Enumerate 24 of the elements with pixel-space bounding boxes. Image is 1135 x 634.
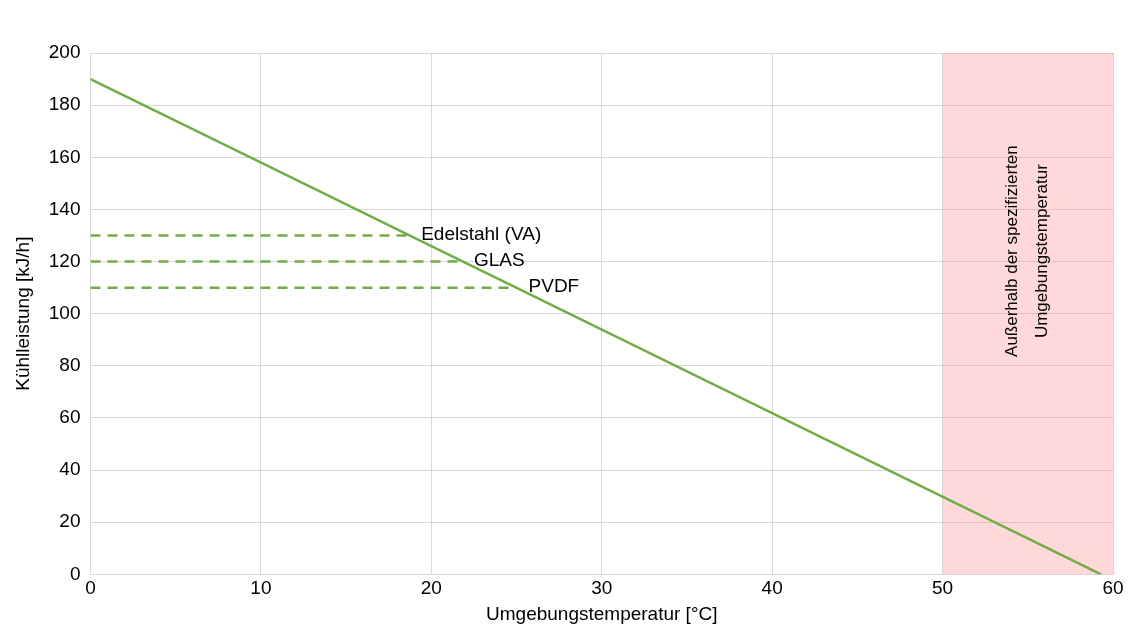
x-tick-label: 20 bbox=[420, 577, 442, 599]
x-tick-label: 50 bbox=[932, 577, 954, 599]
y-tick-label: 40 bbox=[59, 458, 81, 480]
y-tick-label: 80 bbox=[59, 354, 81, 376]
band-label: Außerhalb der spezifizierten Umgebungstemperatur bbox=[1002, 145, 1052, 357]
x-tick-label: 60 bbox=[1102, 577, 1124, 599]
y-tick-label: 180 bbox=[48, 93, 81, 115]
series-label: PVDF bbox=[528, 275, 580, 297]
x-axis-title: Umgebungstemperatur [°C] bbox=[486, 602, 718, 624]
y-tick-label: 140 bbox=[48, 197, 81, 219]
y-tick-label: 160 bbox=[48, 145, 81, 167]
y-axis-title: Kühlleistung [kJ/h] bbox=[11, 236, 33, 391]
y-tick-label: 60 bbox=[59, 406, 81, 428]
x-tick-label: 30 bbox=[591, 577, 613, 599]
y-tick-label: 20 bbox=[59, 510, 81, 532]
series-label: GLAS bbox=[474, 249, 525, 271]
y-tick-label: 100 bbox=[48, 301, 81, 323]
y-tick-label: 120 bbox=[48, 249, 81, 271]
y-tick-label: 0 bbox=[69, 562, 81, 584]
x-tick-label: 0 bbox=[85, 577, 96, 599]
x-tick-label: 10 bbox=[250, 577, 272, 599]
series-label: Edelstahl (VA) bbox=[421, 223, 542, 245]
x-tick-label: 40 bbox=[761, 577, 783, 599]
y-tick-label: 200 bbox=[48, 41, 81, 63]
